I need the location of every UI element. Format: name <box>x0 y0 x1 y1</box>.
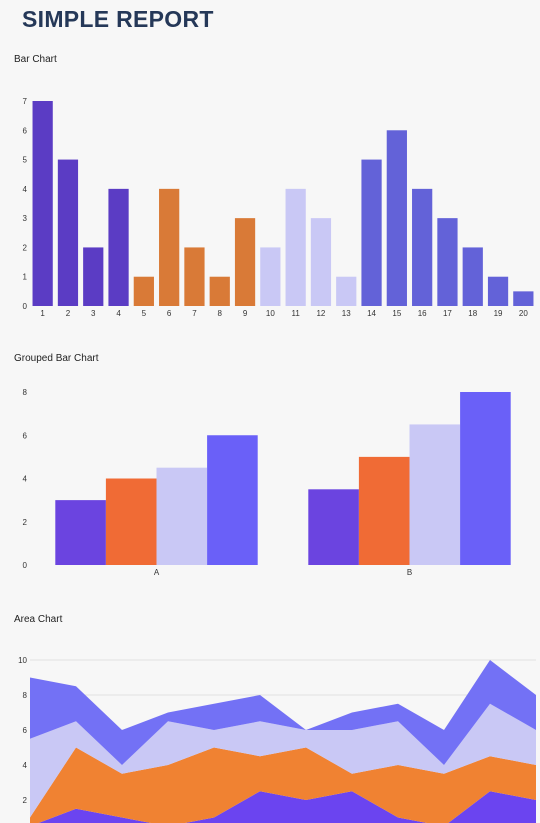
x-tick-label: 2 <box>66 309 71 318</box>
bar <box>207 435 258 565</box>
y-tick-label: 4 <box>23 761 28 770</box>
area-chart: 2 4 6 8 10 <box>18 656 536 823</box>
bar <box>32 101 53 306</box>
bar <box>105 478 157 565</box>
area-series <box>30 660 536 765</box>
bar <box>412 188 433 306</box>
bar <box>358 456 410 565</box>
y-tick-label: 0 <box>23 561 28 570</box>
x-tick-label: A <box>154 568 160 577</box>
bar <box>310 218 332 306</box>
x-tick-label: 6 <box>167 309 172 318</box>
y-tick-label: 2 <box>23 518 28 527</box>
y-tick-label: 10 <box>18 656 27 665</box>
y-tick-label: 2 <box>23 243 28 252</box>
y-tick-label: 5 <box>23 156 28 165</box>
x-tick-label: 9 <box>243 309 248 318</box>
area-series <box>30 747 536 823</box>
y-tick-label: 6 <box>23 431 28 440</box>
bar <box>108 188 129 306</box>
x-tick-label: 14 <box>367 309 376 318</box>
bar <box>209 276 230 306</box>
bar <box>361 159 382 306</box>
x-tick-label: B <box>407 568 412 577</box>
x-tick-label: 5 <box>142 309 147 318</box>
x-tick-label: 16 <box>418 309 427 318</box>
y-tick-label: 1 <box>23 273 28 282</box>
x-tick-label: 19 <box>494 309 503 318</box>
y-tick-label: 8 <box>23 388 28 397</box>
bar <box>487 276 509 306</box>
x-tick-label: 18 <box>468 309 477 318</box>
bar <box>308 489 359 565</box>
bar <box>184 247 205 306</box>
x-tick-label: 8 <box>218 309 223 318</box>
bar <box>156 467 208 565</box>
y-tick-label: 3 <box>23 214 28 223</box>
bar <box>336 276 357 306</box>
y-tick-label: 6 <box>23 126 28 135</box>
grouped-bar-chart: 0 2 4 6 8 A B <box>23 388 511 577</box>
y-tick-label: 8 <box>23 691 28 700</box>
bar <box>83 247 104 306</box>
bar <box>513 291 534 306</box>
x-tick-label: 17 <box>443 309 452 318</box>
x-tick-label: 10 <box>266 309 275 318</box>
area-series <box>38 791 536 823</box>
bar <box>386 130 407 306</box>
page-title: SIMPLE REPORT <box>22 6 214 32</box>
bar <box>437 218 458 306</box>
y-tick-label: 4 <box>23 185 28 194</box>
x-tick-label: 13 <box>342 309 351 318</box>
area-chart-title: Area Chart <box>14 614 63 625</box>
bar <box>409 424 461 565</box>
x-tick-label: 20 <box>519 309 528 318</box>
x-tick-label: 11 <box>291 309 300 318</box>
x-tick-label: 1 <box>40 309 45 318</box>
bar <box>159 188 180 306</box>
bar <box>57 159 79 306</box>
bar <box>460 392 511 565</box>
bar <box>133 276 154 306</box>
y-tick-label: 0 <box>23 302 28 311</box>
y-tick-label: 7 <box>23 97 28 106</box>
bar <box>260 247 281 306</box>
x-tick-label: 12 <box>316 309 325 318</box>
x-tick-label: 4 <box>116 309 121 318</box>
bar <box>462 247 483 306</box>
grouped-bar-chart-title: Grouped Bar Chart <box>14 353 99 364</box>
x-tick-label: 7 <box>192 309 197 318</box>
bar-chart-title: Bar Chart <box>14 54 57 65</box>
y-tick-label: 6 <box>23 726 28 735</box>
bar <box>234 218 256 306</box>
y-tick-label: 2 <box>23 796 28 805</box>
y-tick-label: 4 <box>23 475 28 484</box>
x-tick-label: 15 <box>392 309 401 318</box>
bar <box>55 500 106 565</box>
x-tick-label: 3 <box>91 309 96 318</box>
bar <box>285 188 306 306</box>
